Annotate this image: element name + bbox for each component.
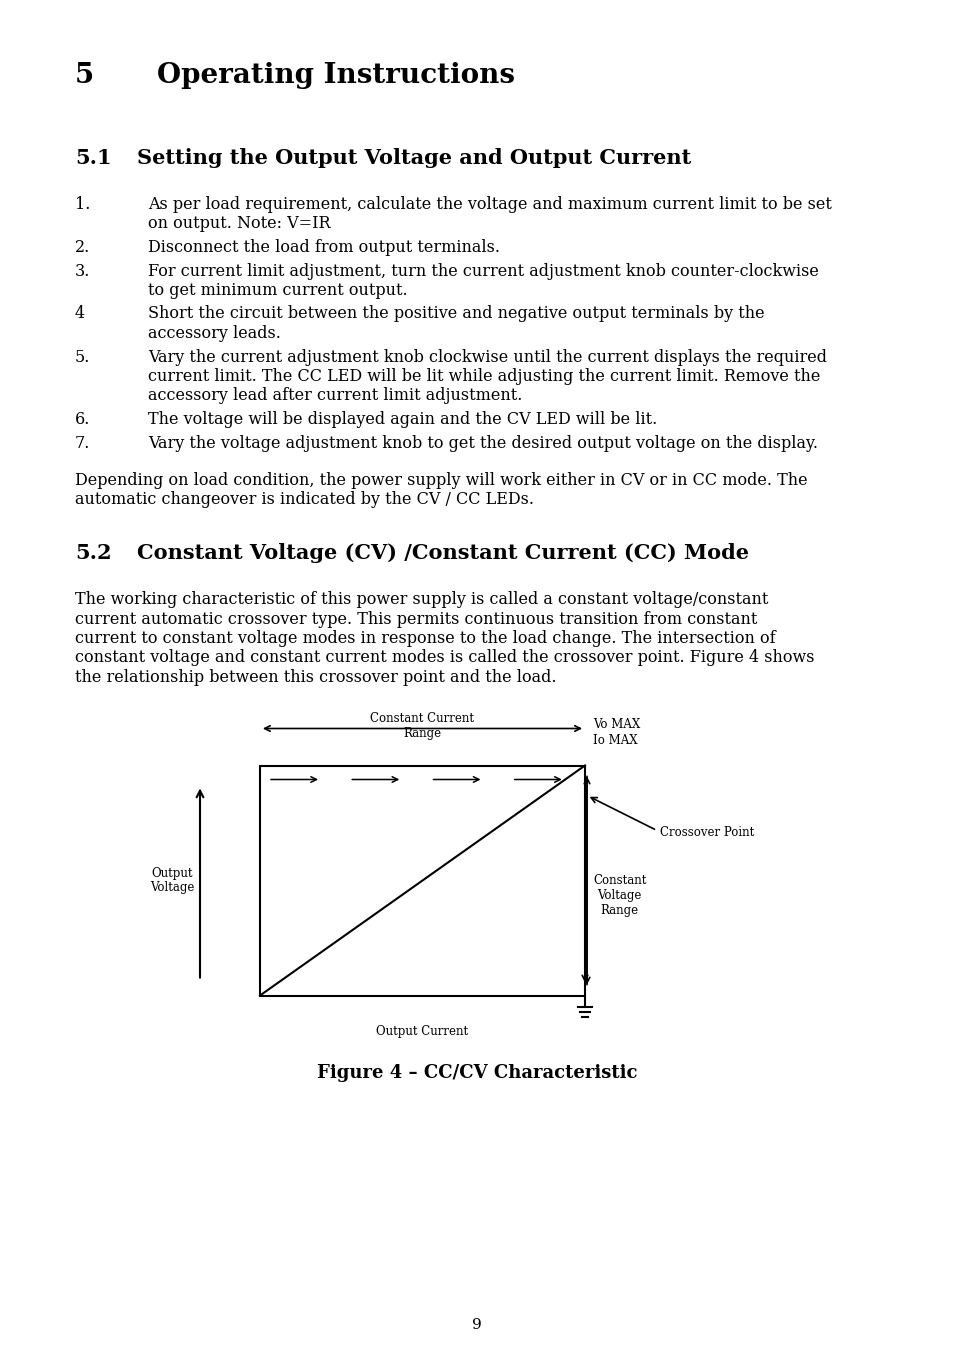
Text: accessory lead after current limit adjustment.: accessory lead after current limit adjus… [148,387,522,405]
Text: to get minimum current output.: to get minimum current output. [148,282,407,299]
Text: 7.: 7. [75,435,91,451]
Text: Vary the current adjustment knob clockwise until the current displays the requir: Vary the current adjustment knob clockwi… [148,348,826,366]
Text: Operating Instructions: Operating Instructions [157,62,515,89]
Text: current limit. The CC LED will be lit while adjusting the current limit. Remove : current limit. The CC LED will be lit wh… [148,368,820,385]
Text: The working characteristic of this power supply is called a constant voltage/con: The working characteristic of this power… [75,590,767,608]
Text: For current limit adjustment, turn the current adjustment knob counter-clockwise: For current limit adjustment, turn the c… [148,263,818,279]
Text: Constant Voltage (CV) /Constant Current (CC) Mode: Constant Voltage (CV) /Constant Current … [137,543,748,563]
Text: constant voltage and constant current modes is called the crossover point. Figur: constant voltage and constant current mo… [75,650,814,666]
Text: automatic changeover is indicated by the CV / CC LEDs.: automatic changeover is indicated by the… [75,492,534,509]
Text: accessory leads.: accessory leads. [148,325,280,343]
Text: Crossover Point: Crossover Point [659,826,754,838]
Text: Depending on load condition, the power supply will work either in CV or in CC mo: Depending on load condition, the power s… [75,473,807,489]
Text: on output. Note: V=IR: on output. Note: V=IR [148,215,331,233]
Text: Vary the voltage adjustment knob to get the desired output voltage on the displa: Vary the voltage adjustment knob to get … [148,435,817,451]
Text: The voltage will be displayed again and the CV LED will be lit.: The voltage will be displayed again and … [148,412,657,428]
Text: current automatic crossover type. This permits continuous transition from consta: current automatic crossover type. This p… [75,611,757,627]
Text: Disconnect the load from output terminals.: Disconnect the load from output terminal… [148,240,499,256]
Text: 5.: 5. [75,348,91,366]
Text: 3.: 3. [75,263,91,279]
Text: 6.: 6. [75,412,91,428]
Bar [260,765,584,995]
Text: 2.: 2. [75,240,91,256]
Text: Constant
Voltage
Range: Constant Voltage Range [593,873,646,917]
Text: Setting the Output Voltage and Output Current: Setting the Output Voltage and Output Cu… [137,148,691,168]
Text: current to constant voltage modes in response to the load change. The intersecti: current to constant voltage modes in res… [75,630,775,647]
Text: Short the circuit between the positive and negative output terminals by the: Short the circuit between the positive a… [148,306,763,322]
Text: Output
Voltage: Output Voltage [150,867,193,895]
Text: Figure 4 – CC/CV Characteristic: Figure 4 – CC/CV Characteristic [316,1063,637,1082]
Text: As per load requirement, calculate the voltage and maximum current limit to be s: As per load requirement, calculate the v… [148,196,831,213]
Text: 4: 4 [75,306,85,322]
Text: 5.1: 5.1 [75,148,112,168]
Text: 9: 9 [472,1317,481,1332]
Text: Constant Current
Range: Constant Current Range [370,712,474,741]
Text: Output Current: Output Current [376,1025,468,1039]
Text: 5: 5 [75,62,94,89]
Text: Vo MAX
Io MAX: Vo MAX Io MAX [593,719,639,746]
Text: 5.2: 5.2 [75,543,112,563]
Text: the relationship between this crossover point and the load.: the relationship between this crossover … [75,669,556,686]
Text: 1.: 1. [75,196,91,213]
